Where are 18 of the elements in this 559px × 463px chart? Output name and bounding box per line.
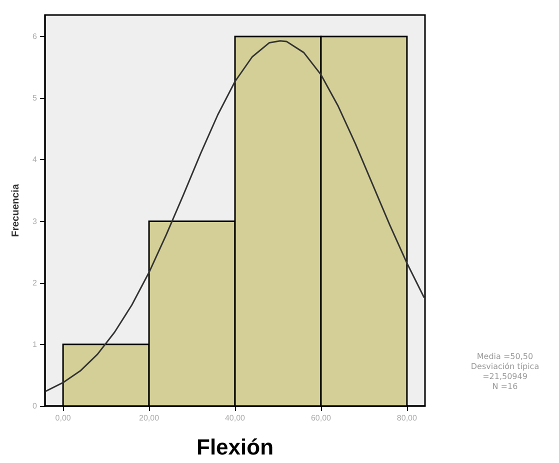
y-tick-label: 1: [32, 340, 38, 349]
y-tick-label: 3: [32, 216, 38, 226]
line-series: [45, 40, 425, 392]
text: N =16: [491, 382, 519, 392]
y-tick-label: 5: [32, 94, 38, 103]
x-tick-label: 80,00: [396, 414, 418, 422]
x-tick-label: 40,00: [224, 414, 246, 422]
x-tick-label: 0,00: [55, 414, 72, 422]
x-axis-title: Flexión: [196, 434, 274, 460]
text: Desviación típica =21,50949: [470, 362, 540, 382]
text: Media =50,50: [476, 352, 534, 362]
x-tick-label: 20,00: [139, 414, 160, 422]
y-tick-label: 6: [32, 32, 38, 42]
y-axis-title: Frecuencia: [10, 184, 22, 237]
x-tick-label: 60,00: [310, 414, 332, 422]
y-tick-label: 0: [32, 402, 38, 410]
y-tick-label: 2: [32, 278, 38, 288]
y-tick-label: 4: [32, 155, 38, 164]
